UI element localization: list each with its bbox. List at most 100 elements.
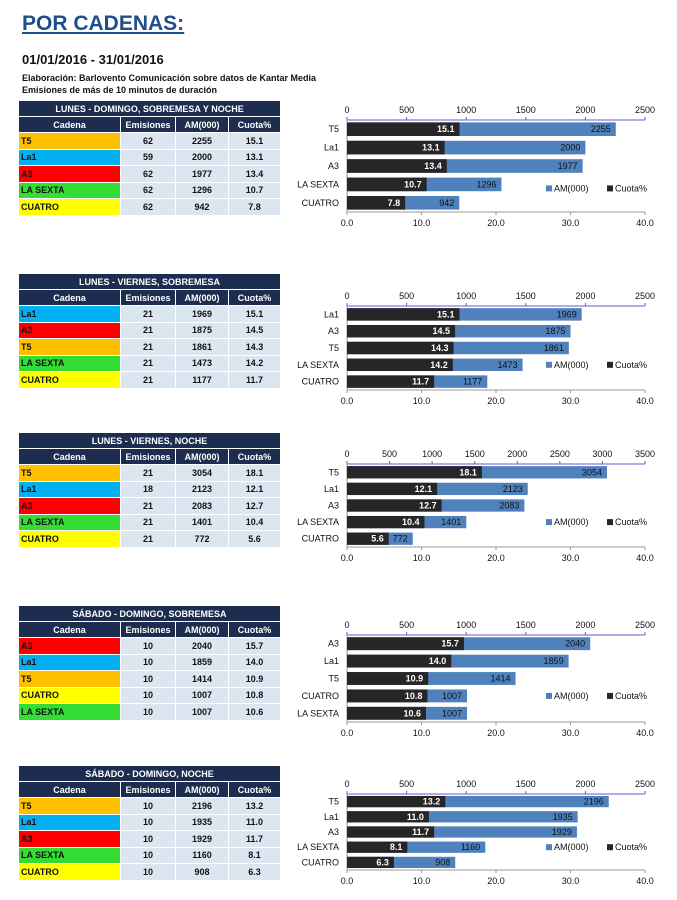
am-data-label: 1007 [442, 691, 462, 701]
am-data-label: 1401 [441, 517, 461, 527]
emisiones-cell: 21 [120, 305, 176, 323]
am-cell: 1007 [175, 703, 229, 721]
channel-cell: CUATRO [18, 686, 121, 704]
category-label: A3 [328, 161, 339, 171]
am-data-label: 3054 [582, 467, 602, 477]
category-label: A3 [328, 501, 339, 511]
bottom-tick-label: 30.0 [562, 218, 580, 228]
cuota-bar [347, 482, 438, 496]
cuota-bar [347, 159, 447, 173]
am-bar [347, 856, 456, 869]
top-tick-label: 500 [399, 291, 414, 301]
table-row: A3 21 2083 12.7 [18, 497, 282, 515]
channel-cell: La1 [18, 480, 121, 498]
am-cell: 1007 [175, 686, 229, 704]
column-header: Cadena [18, 116, 121, 133]
cuota-bar [347, 375, 435, 388]
table-row: A3 21 1875 14.5 [18, 321, 282, 339]
table-title: LUNES - VIERNES, NOCHE [17, 432, 282, 449]
cuota-cell: 8.1 [227, 846, 282, 864]
source-note: Elaboración: Barlovento Comunicación sob… [22, 73, 317, 83]
bottom-tick-label: 20.0 [487, 876, 505, 886]
table-title: LUNES - VIERNES, SOBREMESA [17, 273, 282, 290]
am-cell: 1414 [175, 670, 229, 688]
channel-cell: LA SEXTA [18, 181, 121, 199]
cuota-data-label: 11.0 [407, 812, 424, 822]
top-tick-label: 0 [344, 291, 349, 301]
am-data-label: 1859 [544, 656, 564, 666]
channel-cell: A3 [18, 497, 121, 515]
cuota-cell: 10.7 [227, 181, 282, 199]
am-cell: 1969 [175, 305, 229, 323]
table-row: A3 10 2040 15.7 [18, 637, 282, 655]
cuota-data-label: 12.1 [415, 484, 433, 494]
category-label: LA SEXTA [297, 842, 339, 852]
legend-am-swatch [546, 361, 552, 368]
channel-cell: A3 [18, 637, 121, 655]
table-row: T5 21 3054 18.1 [18, 464, 282, 482]
category-label: LA SEXTA [297, 360, 339, 370]
am-data-label: 1875 [545, 326, 565, 336]
table-row: A3 10 1929 11.7 [18, 830, 282, 848]
emisiones-cell: 10 [120, 846, 176, 864]
am-data-label: 1473 [498, 360, 518, 370]
cuota-cell: 18.1 [227, 464, 282, 482]
category-label: CUATRO [302, 857, 339, 867]
table-row: LA SEXTA 10 1160 8.1 [18, 846, 282, 864]
cuota-cell: 10.6 [227, 703, 282, 721]
emisiones-cell: 10 [120, 813, 176, 831]
cuota-bar [347, 654, 452, 668]
table-row: T5 10 2196 13.2 [18, 797, 282, 815]
bottom-tick-label: 0.0 [341, 218, 354, 228]
cuota-bar [347, 177, 427, 192]
am-cell: 1160 [175, 846, 229, 864]
am-data-label: 1861 [544, 343, 564, 353]
channel-cell: T5 [18, 797, 121, 815]
cuota-cell: 10.8 [227, 686, 282, 704]
am-cell: 2123 [175, 480, 229, 498]
table-row: La1 21 1969 15.1 [18, 305, 282, 323]
legend-cuota-swatch [607, 844, 613, 851]
bar-chart-2: 0 500 1000 1500 2000 2500 0.0 10.0 20.0 30.0 40.0 L… [297, 291, 655, 406]
am-data-label: 2083 [499, 501, 519, 511]
cuota-cell: 7.8 [227, 198, 282, 216]
am-cell: 1935 [175, 813, 229, 831]
emisiones-cell: 59 [120, 148, 176, 166]
cuota-bar [347, 358, 453, 372]
top-tick-label: 1500 [465, 449, 485, 459]
cuota-data-label: 18.1 [459, 467, 477, 477]
am-data-label: 2040 [565, 639, 585, 649]
legend-cuota-swatch [607, 185, 613, 192]
table-row: CUATRO 10 908 6.3 [18, 863, 282, 881]
bottom-tick-label: 40.0 [636, 218, 654, 228]
channel-cell: CUATRO [18, 863, 121, 881]
legend-am-label: AM(000) [554, 691, 589, 701]
am-cell: 942 [175, 198, 229, 216]
legend-am-label: AM(000) [554, 183, 589, 193]
category-label: CUATRO [302, 691, 339, 701]
channel-cell: A3 [18, 321, 121, 339]
emisiones-cell: 21 [120, 497, 176, 515]
am-data-label: 1929 [552, 827, 572, 837]
channel-cell: La1 [18, 305, 121, 323]
channel-cell: LA SEXTA [18, 846, 121, 864]
channel-cell: CUATRO [18, 198, 121, 216]
table-1: LUNES - DOMINGO, SOBREMESA Y NOCHE Cadena… [17, 100, 282, 216]
cuota-cell: 14.0 [227, 653, 282, 671]
cuota-cell: 15.1 [227, 305, 282, 323]
legend-cuota-label: Cuota% [615, 842, 647, 852]
cuota-data-label: 7.8 [388, 198, 401, 208]
cuota-bar [347, 308, 460, 321]
legend-am-swatch [546, 844, 552, 851]
bottom-tick-label: 10.0 [413, 728, 431, 738]
emisiones-cell: 62 [120, 181, 176, 199]
table-row: LA SEXTA 21 1401 10.4 [18, 513, 282, 531]
bottom-tick-label: 0.0 [341, 876, 354, 886]
bottom-tick-label: 40.0 [636, 876, 654, 886]
column-header: AM(000) [175, 116, 229, 133]
category-label: LA SEXTA [297, 708, 339, 718]
column-header: Emisiones [120, 448, 176, 465]
cuota-data-label: 14.5 [432, 326, 450, 336]
bottom-tick-label: 10.0 [413, 876, 431, 886]
bottom-tick-label: 20.0 [487, 396, 505, 406]
